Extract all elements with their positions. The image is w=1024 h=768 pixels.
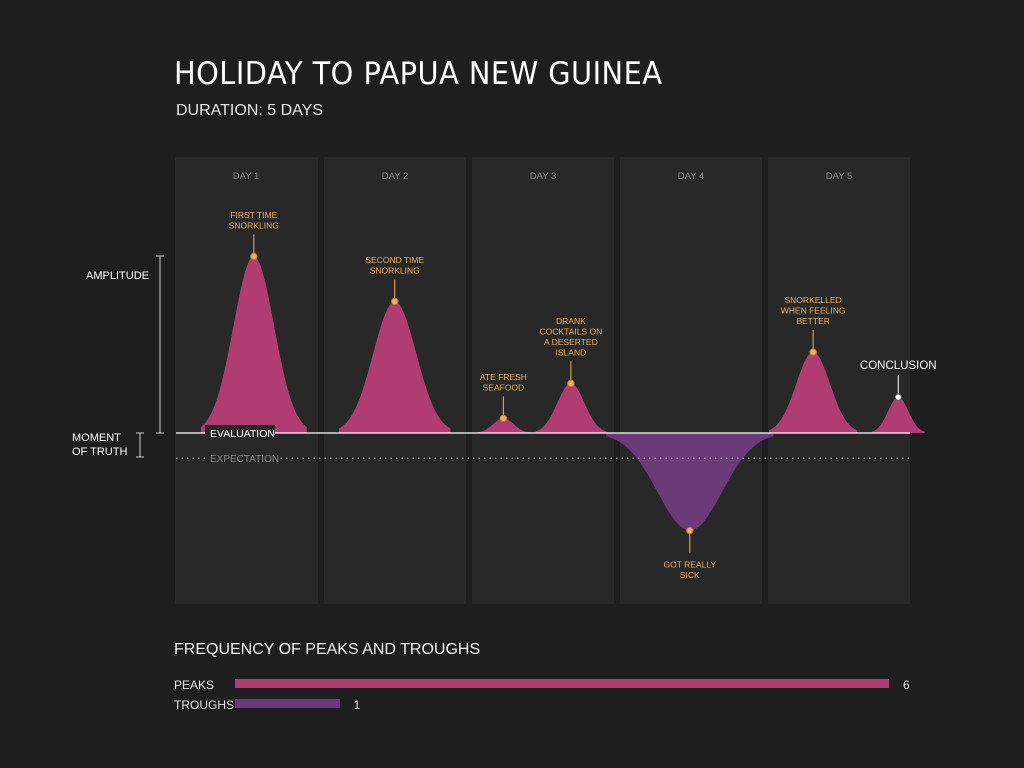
event-marker (809, 348, 817, 356)
day-column (768, 157, 910, 604)
event-label: COCKTAILS ON (540, 326, 603, 336)
event-marker (894, 393, 902, 401)
chart-subtitle: DURATION: 5 DAYS (176, 102, 323, 119)
event-label: SEAFOOD (483, 382, 525, 392)
peak-area (535, 383, 607, 433)
frequency-bar-value: 1 (353, 698, 361, 712)
event-label: ISLAND (556, 347, 587, 357)
frequency-bar-label: TROUGHS (174, 698, 234, 712)
day-label: DAY 2 (382, 171, 409, 182)
peak-area (871, 397, 925, 433)
event-label: FIRST TIME (230, 210, 277, 220)
day-label: DAY 4 (678, 171, 705, 182)
day-label: DAY 3 (530, 171, 557, 182)
event-label: SICK (680, 570, 700, 580)
event-label: DRANK (556, 316, 586, 326)
event-label: A DESERTED (544, 337, 598, 347)
event-marker (567, 379, 575, 388)
event-label: CONCLUSION (860, 360, 937, 372)
frequency-bar-label: PEAKS (174, 678, 215, 692)
moment-of-truth-label: MOMENT (72, 432, 121, 444)
expectation-label-bg (205, 451, 277, 466)
day-column (472, 157, 614, 604)
moment-of-truth-label: OF TRUTH (72, 446, 127, 458)
trough-area (606, 433, 774, 531)
event-label: ATE FRESH (480, 372, 527, 382)
peak-area (769, 352, 858, 433)
frequency-title: FREQUENCY OF PEAKS AND TROUGHS (174, 641, 481, 658)
frequency-bar-value: 6 (903, 678, 910, 692)
event-label: SECOND TIME (365, 255, 424, 265)
event-marker (250, 252, 258, 261)
event-marker (686, 526, 694, 535)
event-marker (499, 414, 508, 422)
event-label: GOT REALLY (664, 560, 717, 570)
event-label: SNORKELLED (785, 295, 842, 305)
event-label: SNORKLING (229, 220, 279, 230)
event-label: WHEN FEELING (781, 306, 846, 316)
event-label: BETTER (796, 316, 830, 326)
day-label: DAY 1 (233, 171, 260, 182)
day-column (620, 157, 762, 604)
evaluation-label-bg (205, 425, 275, 439)
frequency-bar (235, 679, 889, 688)
peak-area (201, 256, 307, 433)
expectation-label: EXPECTATION (210, 454, 279, 465)
chart-title: HOLIDAY TO PAPUA NEW GUINEA (174, 56, 663, 92)
peak-area (476, 418, 530, 433)
event-marker (391, 297, 399, 306)
evaluation-label: EVALUATION (210, 428, 275, 440)
event-label: SNORKLING (370, 265, 420, 275)
peak-area (338, 301, 451, 433)
frequency-bar (235, 699, 340, 708)
day-label: DAY 5 (826, 171, 853, 182)
amplitude-label: AMPLITUDE (86, 270, 149, 282)
